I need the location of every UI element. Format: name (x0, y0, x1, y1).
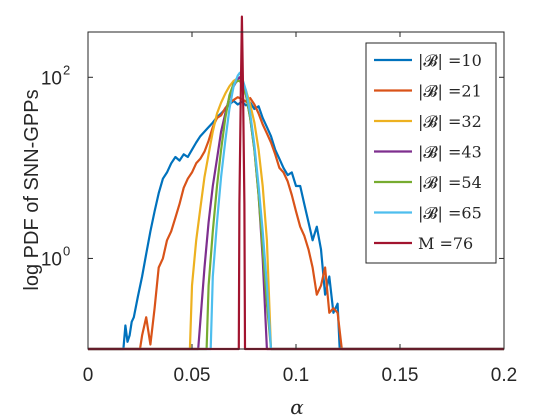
x-tick-label: 0.05 (174, 365, 211, 386)
x-tick-label: 0.15 (382, 365, 419, 386)
y-tick-label: 10 (41, 249, 62, 270)
legend-label-2: |𝓑| =21 (418, 82, 482, 101)
x-axis-label: α (290, 395, 304, 419)
series-line-7 (88, 15, 504, 351)
series-line-3 (88, 76, 504, 351)
legend-box (365, 42, 497, 264)
y-tick-label: 10 (41, 68, 62, 89)
x-tick-label: 0.2 (491, 365, 517, 386)
legend: |𝓑| =10 |𝓑| =21 |𝓑| =32 |𝓑| =43 |𝓑| =54 |𝓑| =… (365, 42, 497, 264)
y-tick-exponent: 0 (63, 243, 70, 258)
y-axis-label: log PDF of SNN-GPPs (21, 89, 43, 290)
legend-label-3: |𝓑| =32 (418, 112, 482, 131)
y-tick-exponent: 2 (63, 62, 70, 77)
legend-label-4: |𝓑| =43 (418, 143, 482, 162)
legend-label-1: |𝓑| =10 (418, 51, 482, 70)
series-line-5 (88, 79, 504, 351)
series-line-6 (88, 71, 504, 351)
legend-label-5: |𝓑| =54 (418, 173, 482, 192)
legend-label-7: M =76 (418, 234, 473, 253)
x-tick-label: 0 (83, 365, 94, 386)
x-tick-label: 0.1 (283, 365, 309, 386)
legend-label-6: |𝓑| =65 (418, 204, 482, 223)
series-layer (88, 15, 504, 351)
